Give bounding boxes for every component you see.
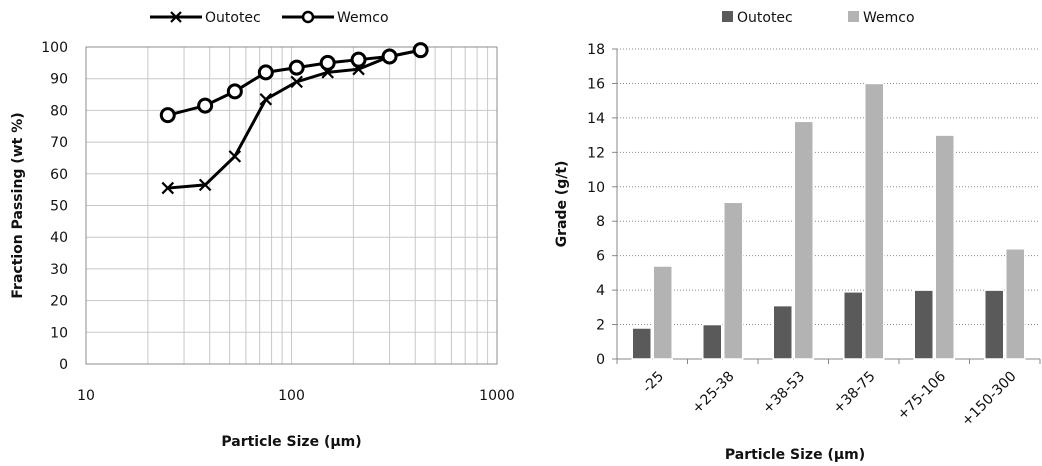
y-tick-label: 60 — [50, 167, 68, 183]
bar-outotec — [702, 323, 723, 360]
data-point — [288, 59, 305, 76]
y-tick-label: 16 — [587, 76, 605, 92]
y-tick-label: 0 — [596, 352, 605, 368]
line-chart-grid — [85, 46, 498, 365]
bar-outotec — [984, 289, 1005, 360]
bar-chart-grid — [617, 48, 1040, 326]
y-tick-label: 6 — [596, 249, 605, 265]
data-point — [228, 150, 242, 163]
series-wemco — [159, 42, 429, 124]
y-tick-label: 30 — [50, 262, 68, 278]
x-tick-label: +75-106 — [894, 368, 949, 423]
data-point — [381, 48, 398, 65]
legend-item: Wemco — [282, 10, 389, 26]
data-point — [350, 51, 367, 68]
bar-wemco — [793, 120, 814, 360]
legend-label: Outotec — [205, 10, 261, 26]
legend-label: Wemco — [863, 10, 915, 26]
legend-item: Outotec — [722, 10, 793, 26]
y-tick-label: 18 — [587, 42, 605, 58]
x-tick-label: 1000 — [479, 388, 515, 404]
y-tick-label: 40 — [50, 230, 68, 246]
x-tick-label: +150-300 — [959, 369, 1020, 430]
y-tick-label: 2 — [596, 318, 605, 334]
y-tick-label: 12 — [587, 145, 605, 161]
bar-outotec — [913, 289, 934, 360]
y-tick-label: 50 — [50, 199, 68, 215]
data-point — [226, 83, 243, 100]
data-point — [197, 97, 214, 114]
y-tick-label: 10 — [50, 325, 68, 341]
y-axis-title: Grade (g/t) — [554, 161, 570, 248]
data-point — [412, 42, 429, 59]
data-point — [159, 107, 176, 124]
data-point — [161, 181, 175, 195]
legend-swatch — [848, 11, 859, 22]
x-tick-label: 100 — [278, 388, 305, 404]
data-point — [198, 178, 212, 192]
data-point — [257, 64, 274, 81]
y-tick-label: 70 — [50, 135, 68, 151]
data-point — [290, 75, 303, 89]
y-tick-label: 4 — [596, 283, 605, 299]
y-axis-title: Fraction Passing (wt %) — [10, 112, 26, 298]
legend-marker — [301, 10, 315, 24]
data-point — [259, 93, 273, 106]
data-point — [319, 54, 336, 71]
y-tick-label: 20 — [50, 294, 68, 310]
legend: Outotec Wemco — [722, 10, 915, 26]
x-tick-label: 10 — [77, 388, 95, 404]
bar-wemco — [652, 265, 673, 360]
bar-wemco — [1005, 248, 1026, 360]
y-tick-label: 8 — [596, 214, 605, 230]
legend-marker — [170, 11, 182, 23]
y-tick-label: 0 — [59, 357, 68, 373]
legend-item: Outotec — [150, 10, 261, 26]
legend-label: Outotec — [737, 10, 793, 26]
y-tick-label: 14 — [587, 111, 605, 127]
x-axis-title: Particle Size (µm) — [725, 447, 865, 463]
bar-wemco — [864, 82, 885, 360]
bar-outotec — [843, 291, 864, 360]
bar-chart-panel: 0 2 4 6 8 10 12 14 16 18 -25 +25-38 +38-53 +38-75 +75-… — [554, 10, 1041, 463]
line-chart-panel: 0 10 20 30 40 50 60 70 80 90 100 10 100 1000 Particle … — [10, 10, 515, 450]
bar-outotec — [772, 304, 793, 360]
x-tick-label: +38-75 — [830, 369, 878, 417]
y-tick-label: 100 — [41, 40, 68, 56]
x-axis-title: Particle Size (µm) — [221, 434, 361, 450]
x-tick-label: +25-38 — [689, 369, 737, 417]
legend: Outotec Wemco — [150, 10, 389, 26]
y-tick-label: 10 — [587, 180, 605, 196]
legend-item: Wemco — [848, 10, 915, 26]
bar-wemco — [723, 201, 744, 360]
x-tick-label: +38-53 — [760, 369, 808, 417]
x-tick-label: -25 — [640, 369, 667, 396]
legend-swatch — [722, 11, 733, 22]
y-tick-label: 90 — [50, 72, 68, 88]
bar-wemco — [934, 134, 955, 360]
bar-outotec — [631, 327, 652, 360]
plot-frame — [85, 46, 498, 365]
legend-label: Wemco — [337, 10, 389, 26]
y-tick-label: 80 — [50, 103, 68, 119]
